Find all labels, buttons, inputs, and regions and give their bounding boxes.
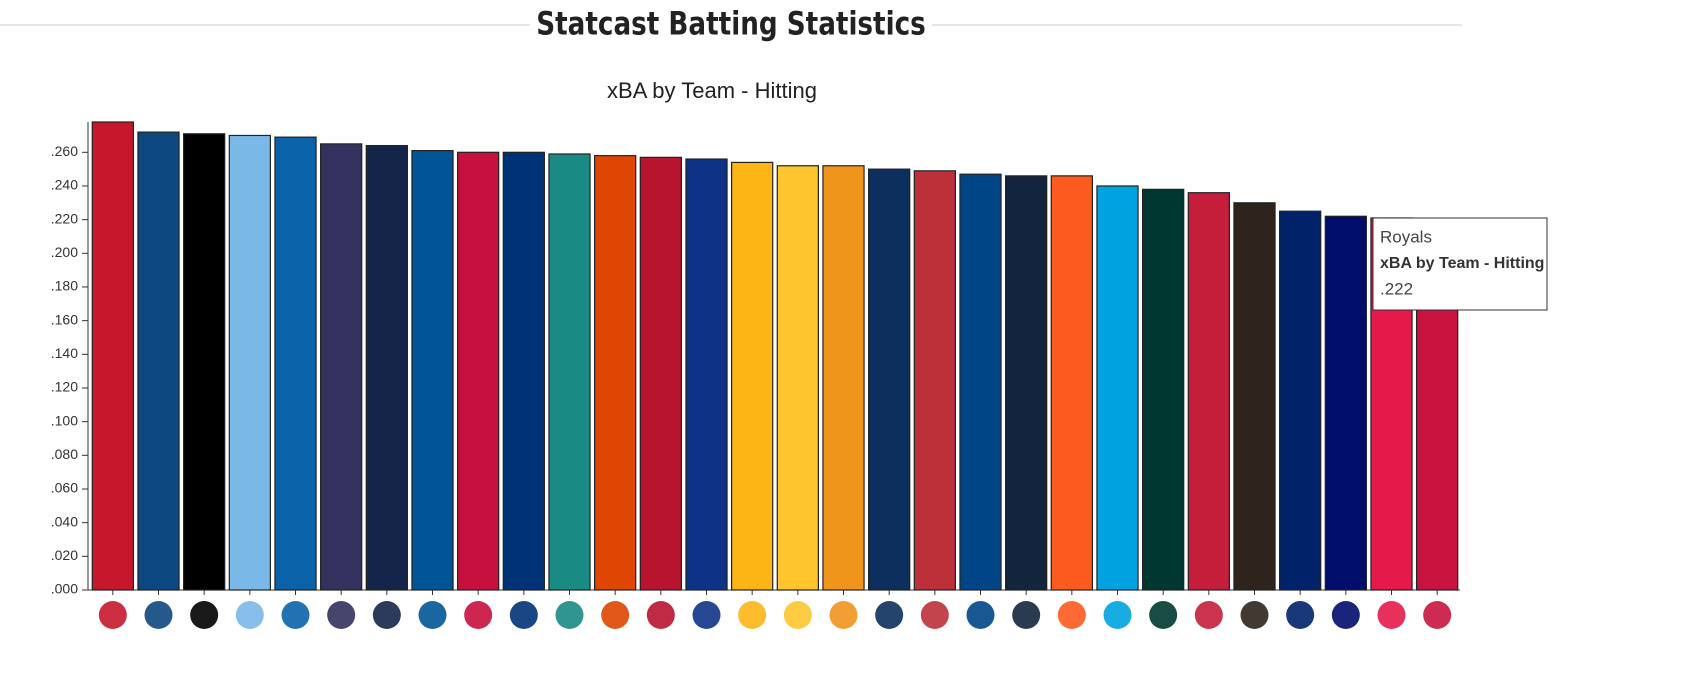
team-logo [1149,601,1178,629]
bar [822,165,865,591]
y-tick-label: .000 [51,581,78,597]
bar [868,168,911,591]
bar [1233,202,1276,591]
y-tick-label: .060 [51,480,78,496]
bar [731,161,774,591]
chart-subtitle: xBA by Team - Hitting [607,78,817,103]
bar [1324,215,1367,591]
bar [228,134,271,591]
y-tick-label: .100 [51,412,78,428]
bar [548,153,591,591]
team-logo [1194,601,1223,629]
bar [959,173,1002,591]
team-logo [783,601,812,629]
bar [776,165,819,591]
chart-title: Statcast Batting Statistics [536,5,926,42]
y-tick-label: .160 [51,311,78,327]
y-tick-label: .140 [51,345,78,361]
bar [1279,210,1322,591]
team-logo [920,601,949,629]
team-logo [464,601,493,629]
team-logo [327,601,356,629]
bar [639,156,682,591]
team-logo [509,601,538,629]
team-logo [98,601,127,629]
tooltip-box [1372,217,1548,311]
bar [594,155,637,591]
bar [1142,188,1185,591]
team-logo [1103,601,1132,629]
bar [274,136,317,591]
bar [137,131,180,591]
team-logo [1286,601,1315,629]
team-logo [235,601,264,629]
bar [502,151,545,591]
team-logo [190,601,219,629]
team-logo [738,601,767,629]
team-logo [829,601,858,629]
bar [320,143,363,591]
tooltip-series: xBA by Team - Hitting [1380,255,1544,272]
y-tick-label: .120 [51,379,78,395]
team-logo [418,601,447,629]
team-logo [875,601,904,629]
y-tick-label: .020 [51,547,78,563]
bar [1096,185,1139,591]
bar [1050,175,1093,591]
y-tick-label: .220 [51,210,78,226]
y-tick-label: .080 [51,446,78,462]
team-logo [966,601,995,629]
team-logo [1331,601,1360,629]
y-tick-label: .240 [51,177,78,193]
team-logo [1012,601,1041,629]
tooltip-category: Royals [1380,227,1432,246]
team-logo [1240,601,1269,629]
bar [1005,175,1048,591]
team-logo [1057,601,1086,629]
tooltip-value: .222 [1380,279,1413,298]
bar [91,121,134,591]
bar [365,144,408,591]
y-tick-label: .040 [51,513,78,529]
team-logo [646,601,675,629]
y-tick-label: .260 [51,143,78,159]
bar [183,133,226,591]
team-logo [555,601,584,629]
bar [457,151,500,591]
team-logo [144,601,173,629]
team-logo [1377,601,1406,629]
team-logo [281,601,310,629]
bar [1187,192,1230,591]
bar [913,170,956,591]
bar [685,158,728,591]
team-logo [372,601,401,629]
tooltip: Royals xBA by Team - Hitting .222 [1372,217,1548,311]
bar [411,150,454,591]
team-logo [692,601,721,629]
team-logo [1423,601,1452,629]
y-tick-label: .200 [51,244,78,260]
team-logo [601,601,630,629]
y-tick-label: .180 [51,278,78,294]
